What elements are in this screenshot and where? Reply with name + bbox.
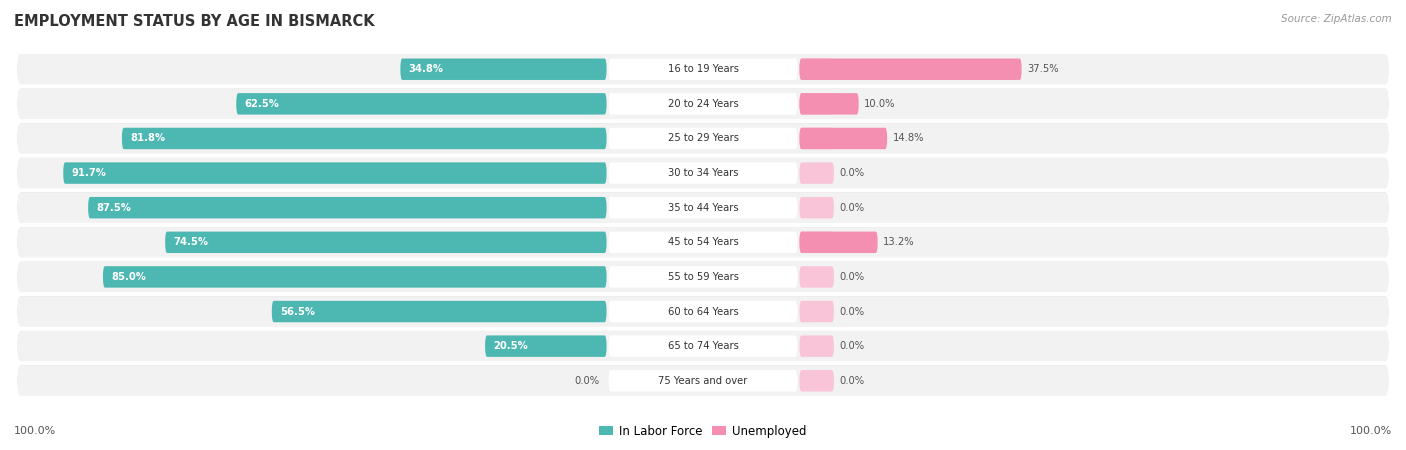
Text: 10.0%: 10.0% xyxy=(865,99,896,109)
FancyBboxPatch shape xyxy=(63,162,606,184)
Text: 14.8%: 14.8% xyxy=(893,134,924,144)
FancyBboxPatch shape xyxy=(17,89,1389,119)
FancyBboxPatch shape xyxy=(609,58,797,80)
FancyBboxPatch shape xyxy=(89,197,606,218)
Text: 81.8%: 81.8% xyxy=(131,134,166,144)
Legend: In Labor Force, Unemployed: In Labor Force, Unemployed xyxy=(595,420,811,442)
FancyBboxPatch shape xyxy=(17,331,1389,361)
FancyBboxPatch shape xyxy=(17,227,1389,257)
Text: 25 to 29 Years: 25 to 29 Years xyxy=(668,134,738,144)
FancyBboxPatch shape xyxy=(17,296,1389,327)
Text: 0.0%: 0.0% xyxy=(839,168,865,178)
FancyBboxPatch shape xyxy=(17,296,1389,326)
Text: Source: ZipAtlas.com: Source: ZipAtlas.com xyxy=(1281,14,1392,23)
Text: 100.0%: 100.0% xyxy=(14,427,56,436)
FancyBboxPatch shape xyxy=(609,335,797,357)
FancyBboxPatch shape xyxy=(485,335,606,357)
Text: 65 to 74 Years: 65 to 74 Years xyxy=(668,341,738,351)
FancyBboxPatch shape xyxy=(800,58,834,80)
FancyBboxPatch shape xyxy=(800,162,834,184)
Text: 75 Years and over: 75 Years and over xyxy=(658,376,748,386)
Text: 0.0%: 0.0% xyxy=(839,341,865,351)
Text: 0.0%: 0.0% xyxy=(839,376,865,386)
FancyBboxPatch shape xyxy=(271,301,606,322)
Text: 30 to 34 Years: 30 to 34 Years xyxy=(668,168,738,178)
FancyBboxPatch shape xyxy=(800,93,834,115)
Text: 74.5%: 74.5% xyxy=(173,237,208,248)
Text: 60 to 64 Years: 60 to 64 Years xyxy=(668,306,738,316)
FancyBboxPatch shape xyxy=(17,193,1389,222)
FancyBboxPatch shape xyxy=(17,123,1389,153)
FancyBboxPatch shape xyxy=(800,197,834,218)
FancyBboxPatch shape xyxy=(800,232,877,253)
Text: 62.5%: 62.5% xyxy=(245,99,280,109)
FancyBboxPatch shape xyxy=(800,370,834,392)
Text: 16 to 19 Years: 16 to 19 Years xyxy=(668,64,738,74)
FancyBboxPatch shape xyxy=(17,331,1389,361)
FancyBboxPatch shape xyxy=(17,158,1389,188)
FancyBboxPatch shape xyxy=(17,262,1389,292)
FancyBboxPatch shape xyxy=(17,158,1389,188)
Text: 0.0%: 0.0% xyxy=(575,376,599,386)
FancyBboxPatch shape xyxy=(17,54,1389,84)
FancyBboxPatch shape xyxy=(17,89,1389,118)
FancyBboxPatch shape xyxy=(17,227,1389,257)
FancyBboxPatch shape xyxy=(17,262,1389,292)
Text: 56.5%: 56.5% xyxy=(280,306,315,316)
FancyBboxPatch shape xyxy=(17,123,1389,154)
Text: EMPLOYMENT STATUS BY AGE IN BISMARCK: EMPLOYMENT STATUS BY AGE IN BISMARCK xyxy=(14,14,374,28)
Text: 20 to 24 Years: 20 to 24 Years xyxy=(668,99,738,109)
FancyBboxPatch shape xyxy=(609,162,797,184)
FancyBboxPatch shape xyxy=(609,370,797,392)
Text: 37.5%: 37.5% xyxy=(1028,64,1059,74)
FancyBboxPatch shape xyxy=(800,58,1022,80)
FancyBboxPatch shape xyxy=(17,54,1389,85)
Text: 0.0%: 0.0% xyxy=(839,306,865,316)
FancyBboxPatch shape xyxy=(800,335,834,357)
FancyBboxPatch shape xyxy=(609,301,797,322)
FancyBboxPatch shape xyxy=(122,128,606,149)
FancyBboxPatch shape xyxy=(165,232,606,253)
FancyBboxPatch shape xyxy=(800,128,887,149)
FancyBboxPatch shape xyxy=(236,93,606,115)
FancyBboxPatch shape xyxy=(800,232,834,253)
FancyBboxPatch shape xyxy=(17,193,1389,223)
FancyBboxPatch shape xyxy=(609,93,797,115)
Text: 35 to 44 Years: 35 to 44 Years xyxy=(668,202,738,213)
FancyBboxPatch shape xyxy=(800,93,859,115)
Text: 0.0%: 0.0% xyxy=(839,202,865,213)
FancyBboxPatch shape xyxy=(609,232,797,253)
FancyBboxPatch shape xyxy=(609,266,797,288)
Text: 45 to 54 Years: 45 to 54 Years xyxy=(668,237,738,248)
Text: 20.5%: 20.5% xyxy=(494,341,529,351)
FancyBboxPatch shape xyxy=(401,58,606,80)
Text: 55 to 59 Years: 55 to 59 Years xyxy=(668,272,738,282)
FancyBboxPatch shape xyxy=(17,365,1389,396)
Text: 34.8%: 34.8% xyxy=(409,64,444,74)
Text: 91.7%: 91.7% xyxy=(72,168,107,178)
Text: 100.0%: 100.0% xyxy=(1350,427,1392,436)
FancyBboxPatch shape xyxy=(103,266,606,288)
FancyBboxPatch shape xyxy=(609,128,797,149)
FancyBboxPatch shape xyxy=(17,365,1389,395)
FancyBboxPatch shape xyxy=(800,128,834,149)
FancyBboxPatch shape xyxy=(609,197,797,218)
Text: 13.2%: 13.2% xyxy=(883,237,915,248)
FancyBboxPatch shape xyxy=(800,266,834,288)
FancyBboxPatch shape xyxy=(800,301,834,322)
Text: 87.5%: 87.5% xyxy=(97,202,131,213)
Text: 85.0%: 85.0% xyxy=(111,272,146,282)
Text: 0.0%: 0.0% xyxy=(839,272,865,282)
